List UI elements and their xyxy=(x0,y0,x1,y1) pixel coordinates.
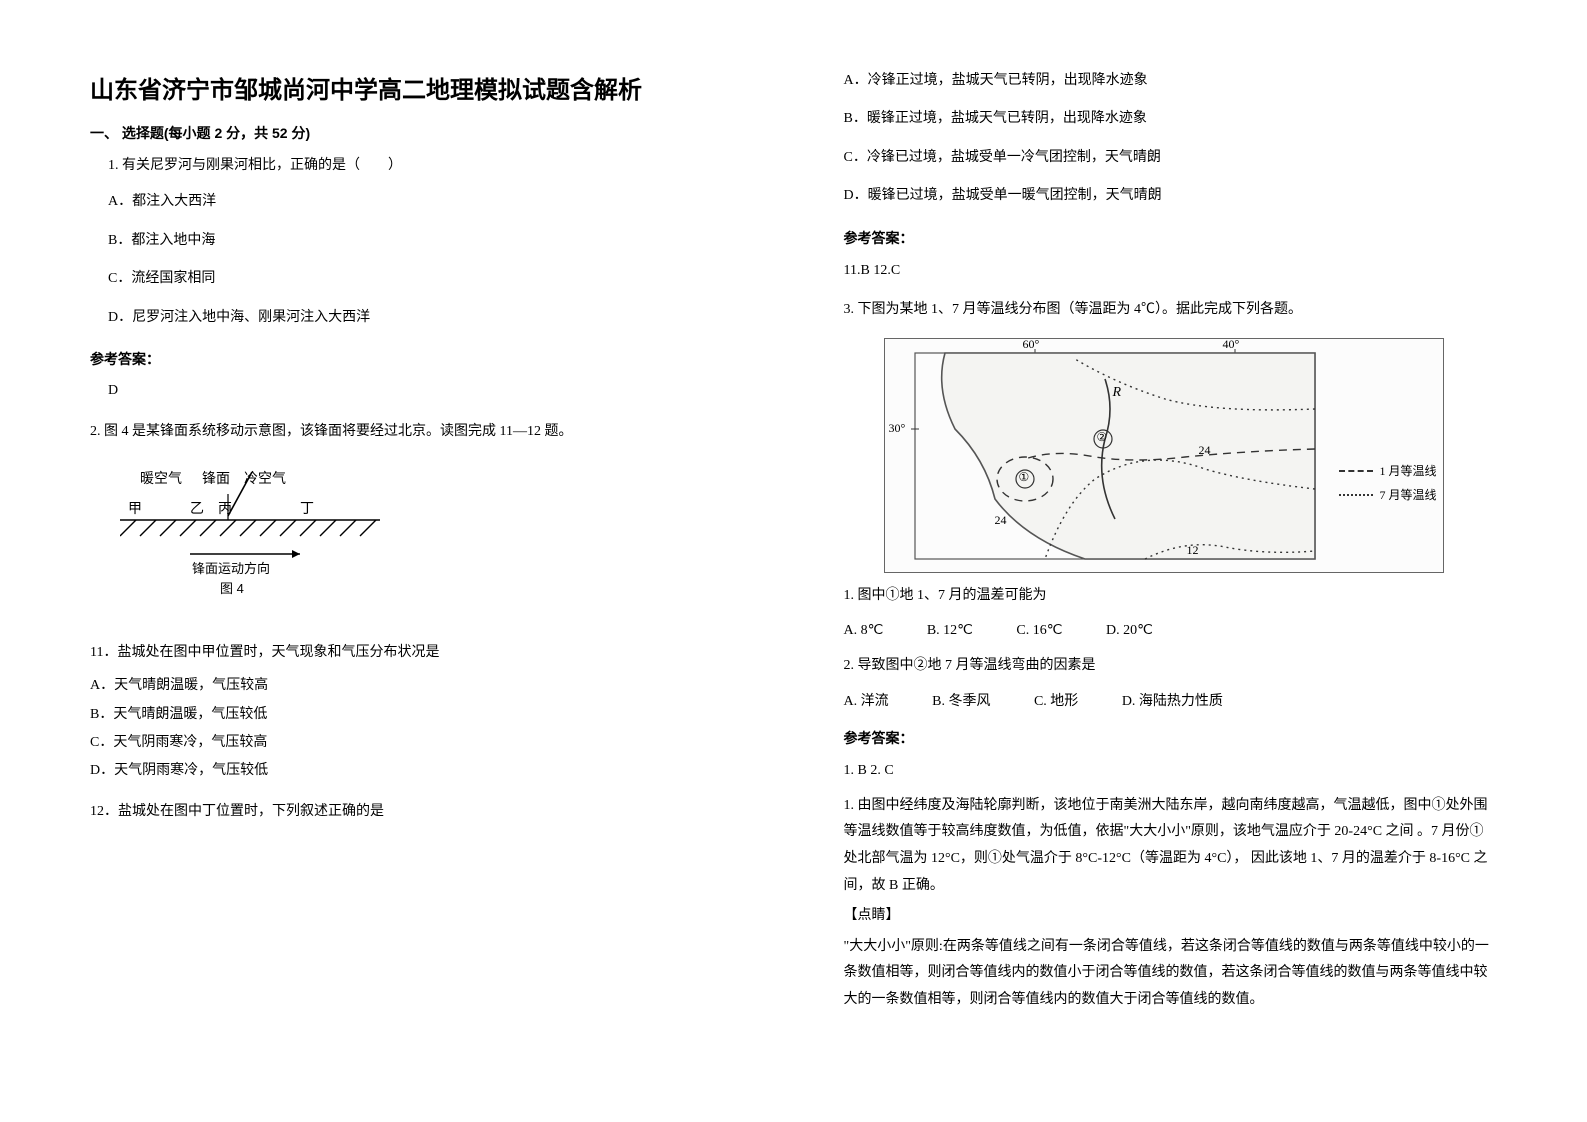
q3-sub1-d: D. 20℃ xyxy=(1106,618,1153,643)
q12-b: B．暖锋正过境，盐城天气已转阴，出现降水迹象 xyxy=(844,108,1498,130)
q11-stem: 11．盐城处在图中甲位置时，天气现象和气压分布状况是 xyxy=(90,640,744,665)
q3-explain1: 1. 由图中经纬度及海陆轮廓判断，该地位于南美洲大陆东岸，越向南纬度越高，气温越… xyxy=(844,793,1498,899)
left-column: 山东省济宁市邹城尚河中学高二地理模拟试题含解析 一、 选择题(每小题 2 分，共… xyxy=(90,70,744,1052)
label-jia: 甲 xyxy=(128,498,142,518)
label-ding: 丁 xyxy=(300,498,314,518)
q3-sub1-c: C. 16℃ xyxy=(1016,618,1062,643)
lon-left: 60° xyxy=(1023,337,1040,352)
r-label: R xyxy=(1113,385,1122,401)
q3-answer-line: 1. B 2. C xyxy=(844,758,1498,783)
q1-answer: D xyxy=(90,379,744,403)
front-diagram: 暖空气 锋面 冷空气 甲 乙 丙 丁 锋面运动方向 图 4 xyxy=(120,464,380,604)
section-heading: 一、 选择题(每小题 2 分，共 52 分) xyxy=(90,123,744,143)
label-warm-air: 暖空气 xyxy=(140,468,182,488)
q3-sub2-b: B. 冬季风 xyxy=(932,689,990,714)
q2-answer: 11.B 12.C xyxy=(844,258,1498,283)
q1-answer-label: 参考答案： xyxy=(90,349,744,369)
q12-stem: 12．盐城处在图中丁位置时，下列叙述正确的是 xyxy=(90,799,744,824)
map-svg xyxy=(885,339,1445,574)
legend-jul: 7 月等温线 xyxy=(1379,483,1436,507)
q11-a: A．天气晴朗温暖，气压较高 xyxy=(90,675,744,697)
lon-right: 40° xyxy=(1223,337,1240,352)
figure-caption: 图 4 xyxy=(220,578,244,597)
q1-stem: 1. 有关尼罗河与刚果河相比，正确的是（ ） xyxy=(90,155,744,177)
label-motion: 锋面运动方向 xyxy=(192,558,270,577)
iso24a: 24 xyxy=(1199,443,1211,458)
q12-c: C．冷锋已过境，盐城受单一冷气团控制，天气晴朗 xyxy=(844,147,1498,169)
q2-answer-label: 参考答案： xyxy=(844,228,1498,248)
q2-stem: 2. 图 4 是某锋面系统移动示意图，该锋面将要经过北京。读图完成 11—12 … xyxy=(90,419,744,444)
q3-sub2-d: D. 海陆热力性质 xyxy=(1122,689,1223,714)
q3-sub1-stem: 1. 图中①地 1、7 月的温差可能为 xyxy=(844,583,1498,608)
legend-dot-icon xyxy=(1339,494,1373,496)
q3-sub1-options: A. 8℃ B. 12℃ C. 16℃ D. 20℃ xyxy=(844,618,1498,643)
label-cold-air: 冷空气 xyxy=(244,468,286,488)
q3-sub2-c: C. 地形 xyxy=(1034,689,1078,714)
q3-tip: "大大小小"原则:在两条等值线之间有一条闭合等值线，若这条闭合等值线的数值与两条… xyxy=(844,934,1498,1014)
legend-dash-icon xyxy=(1339,470,1373,472)
label-yi: 乙 xyxy=(190,498,204,518)
q1-option-c: C．流经国家相同 xyxy=(90,268,744,290)
q3-stem: 3. 下图为某地 1、7 月等温线分布图（等温距为 4℃）。据此完成下列各题。 xyxy=(844,297,1498,322)
front-diagram-wrapper: 暖空气 锋面 冷空气 甲 乙 丙 丁 锋面运动方向 图 4 xyxy=(120,464,744,604)
isotherm-map: 60° 40° 30° R ① ② 24 24 12 1 月等温线 7 月等温线 xyxy=(884,338,1444,573)
q3-sub1-a: A. 8℃ xyxy=(844,618,884,643)
q3-sub2-a: A. 洋流 xyxy=(844,689,889,714)
iso24b: 24 xyxy=(995,513,1007,528)
q1-option-d: D．尼罗河注入地中海、刚果河注入大西洋 xyxy=(90,307,744,329)
legend-jan: 1 月等温线 xyxy=(1379,459,1436,483)
q3-sub2-stem: 2. 导致图中②地 7 月等温线弯曲的因素是 xyxy=(844,653,1498,678)
q1-option-b: B．都注入地中海 xyxy=(90,230,744,252)
lat-top: 30° xyxy=(889,421,906,436)
q3-answer-label: 参考答案： xyxy=(844,728,1498,748)
q3-tip-label: 【点睛】 xyxy=(844,903,1498,930)
q12-a: A．冷锋正过境，盐城天气已转阴，出现降水迹象 xyxy=(844,70,1498,92)
q12-d: D．暖锋已过境，盐城受单一暖气团控制，天气晴朗 xyxy=(844,185,1498,207)
page-title: 山东省济宁市邹城尚河中学高二地理模拟试题含解析 xyxy=(90,70,744,105)
q3-sub1-b: B. 12℃ xyxy=(927,618,973,643)
q1-option-a: A．都注入大西洋 xyxy=(90,191,744,213)
circ2: ② xyxy=(1097,430,1108,445)
right-column: A．冷锋正过境，盐城天气已转阴，出现降水迹象 B．暖锋正过境，盐城天气已转阴，出… xyxy=(844,70,1498,1052)
label-front: 锋面 xyxy=(202,468,230,488)
q11-d: D．天气阴雨寒冷，气压较低 xyxy=(90,760,744,782)
q11-b: B．天气晴朗温暖，气压较低 xyxy=(90,704,744,726)
label-bing: 丙 xyxy=(218,498,232,518)
map-legend: 1 月等温线 7 月等温线 xyxy=(1339,459,1436,507)
q3-sub2-options: A. 洋流 B. 冬季风 C. 地形 D. 海陆热力性质 xyxy=(844,689,1498,714)
q11-c: C．天气阴雨寒冷，气压较高 xyxy=(90,732,744,754)
iso12: 12 xyxy=(1187,543,1199,558)
circ1: ① xyxy=(1019,470,1030,485)
